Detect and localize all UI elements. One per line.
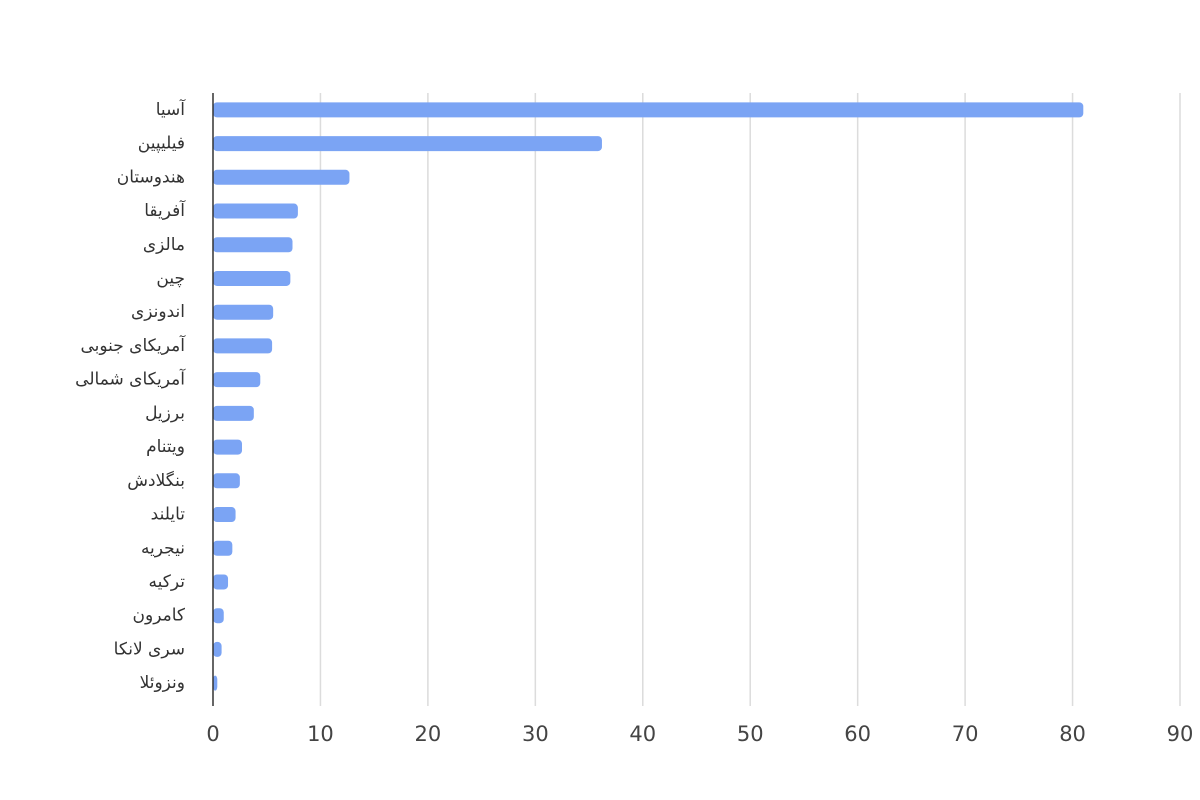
- bar: [213, 304, 274, 320]
- y-tick-label: بنگلادش: [127, 470, 185, 491]
- y-tick-label: آمریکای شمالی: [75, 368, 186, 390]
- bar: [213, 641, 222, 657]
- x-tick-label: 0: [206, 722, 219, 746]
- bar: [213, 473, 240, 489]
- y-tick-label: تایلند: [151, 505, 186, 525]
- y-tick-label: برزیل: [145, 403, 185, 423]
- y-tick-label: سری لانکا: [114, 639, 185, 659]
- bar: [213, 405, 254, 421]
- y-tick-label: فیلیپین: [138, 134, 185, 154]
- y-tick-label: اندونزی: [131, 302, 185, 322]
- x-tick-label: 70: [952, 722, 979, 746]
- y-tick-label: نیجریه: [141, 538, 185, 558]
- y-tick-label: آسیا: [156, 98, 187, 120]
- bar: [213, 338, 273, 354]
- y-tick-label: مالزی: [143, 235, 185, 255]
- bar: [213, 169, 350, 185]
- bar: [213, 675, 218, 691]
- bar: [213, 237, 293, 253]
- bar: [213, 102, 1084, 118]
- x-tick-label: 30: [522, 722, 549, 746]
- y-tick-label: ویتنام: [146, 437, 185, 457]
- bar: [213, 608, 224, 624]
- bar: [213, 203, 298, 219]
- x-tick-label: 50: [737, 722, 764, 746]
- bar: [213, 136, 602, 152]
- bar: [213, 439, 243, 455]
- y-tick-label: چین: [156, 268, 185, 288]
- x-tick-label: 10: [307, 722, 334, 746]
- bar: [213, 540, 233, 556]
- bar: [213, 574, 229, 590]
- y-tick-label: آفریقا: [144, 199, 186, 221]
- y-tick-label: ترکیه: [149, 572, 186, 592]
- x-tick-label: 90: [1167, 722, 1194, 746]
- y-tick-label: ونزوئلا: [140, 673, 185, 693]
- x-tick-label: 40: [629, 722, 656, 746]
- x-tick-label: 60: [844, 722, 871, 746]
- y-tick-label: هندوستان: [117, 167, 185, 187]
- bar: [213, 270, 291, 286]
- bar: [213, 507, 236, 523]
- y-tick-label: آمریکای جنوبی: [80, 334, 186, 356]
- x-tick-label: 20: [415, 722, 442, 746]
- bar: [213, 372, 261, 388]
- x-tick-label: 80: [1059, 722, 1086, 746]
- y-tick-label: کامرون: [133, 606, 186, 626]
